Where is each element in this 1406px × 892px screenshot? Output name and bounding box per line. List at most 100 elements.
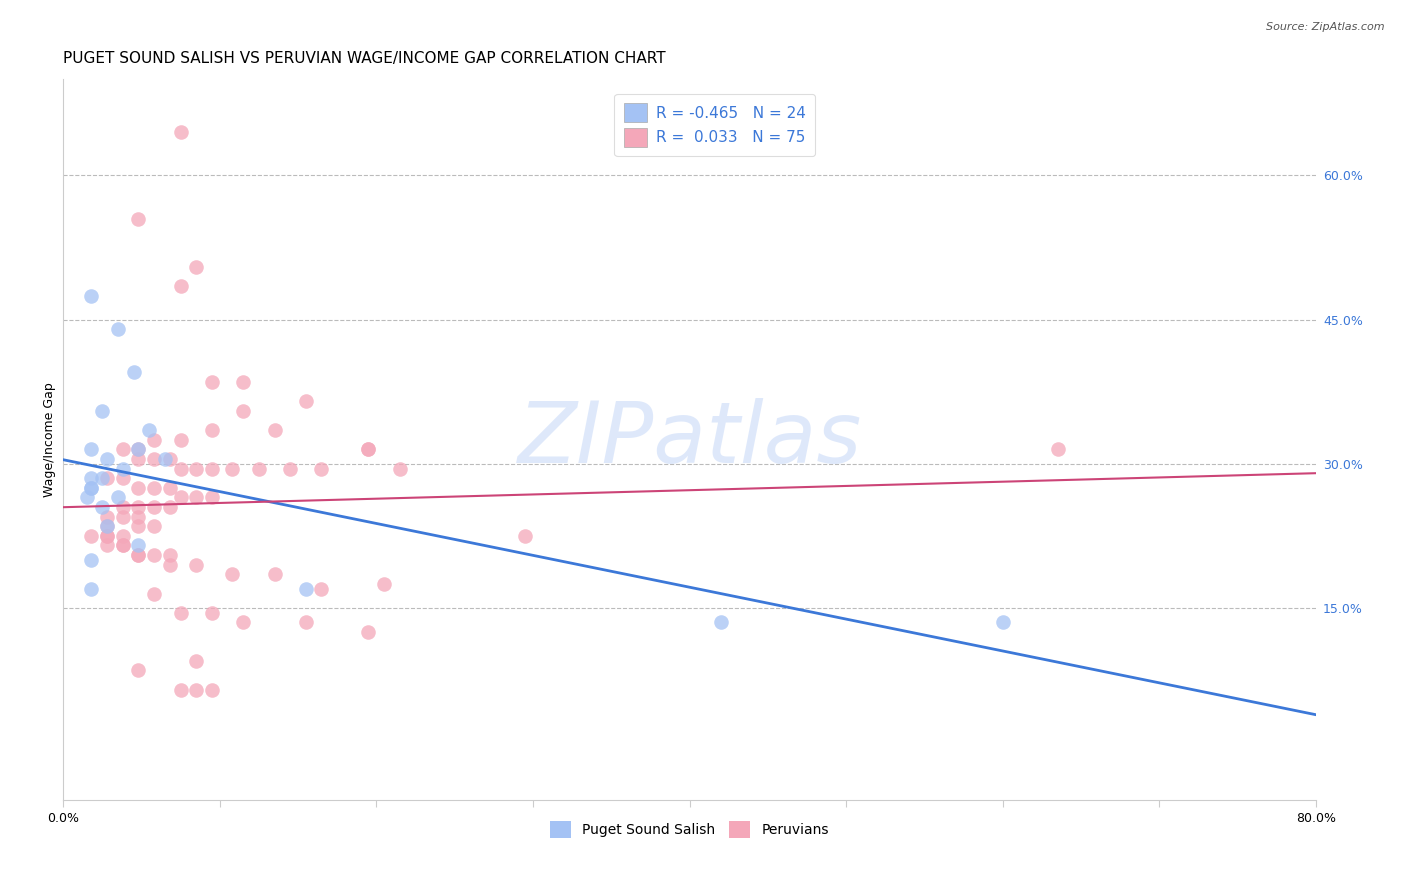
Point bbox=[111, 500, 134, 514]
Point bbox=[221, 461, 243, 475]
Point bbox=[107, 322, 129, 336]
Point bbox=[201, 423, 224, 437]
Point bbox=[169, 279, 191, 293]
Point bbox=[80, 481, 103, 495]
Point bbox=[76, 491, 98, 505]
Point bbox=[127, 548, 149, 562]
Point bbox=[127, 509, 149, 524]
Point bbox=[388, 461, 411, 475]
Point bbox=[80, 582, 103, 596]
Point bbox=[96, 539, 118, 553]
Point bbox=[142, 452, 165, 467]
Point bbox=[513, 529, 536, 543]
Point bbox=[263, 567, 285, 582]
Point bbox=[96, 471, 118, 485]
Point bbox=[127, 500, 149, 514]
Point bbox=[127, 539, 149, 553]
Point bbox=[127, 442, 149, 457]
Point bbox=[111, 471, 134, 485]
Point bbox=[169, 491, 191, 505]
Point bbox=[111, 539, 134, 553]
Point bbox=[232, 375, 254, 389]
Point bbox=[122, 366, 145, 380]
Point bbox=[111, 461, 134, 475]
Point bbox=[1046, 442, 1069, 457]
Point bbox=[159, 548, 181, 562]
Point bbox=[186, 491, 208, 505]
Point bbox=[201, 375, 224, 389]
Point bbox=[91, 500, 114, 514]
Legend: Puget Sound Salish, Peruvians: Puget Sound Salish, Peruvians bbox=[544, 815, 834, 844]
Point bbox=[127, 519, 149, 533]
Point bbox=[201, 682, 224, 697]
Point bbox=[159, 452, 181, 467]
Point bbox=[159, 500, 181, 514]
Point bbox=[278, 461, 301, 475]
Point bbox=[111, 539, 134, 553]
Point bbox=[247, 461, 270, 475]
Point bbox=[142, 500, 165, 514]
Point bbox=[169, 433, 191, 447]
Point bbox=[169, 606, 191, 620]
Point bbox=[295, 582, 318, 596]
Text: ZIPatlas: ZIPatlas bbox=[517, 398, 862, 482]
Point bbox=[80, 471, 103, 485]
Point bbox=[127, 442, 149, 457]
Point bbox=[159, 558, 181, 572]
Point bbox=[127, 548, 149, 562]
Point bbox=[127, 452, 149, 467]
Point bbox=[96, 452, 118, 467]
Point bbox=[91, 404, 114, 418]
Point bbox=[96, 519, 118, 533]
Point bbox=[311, 582, 333, 596]
Text: PUGET SOUND SALISH VS PERUVIAN WAGE/INCOME GAP CORRELATION CHART: PUGET SOUND SALISH VS PERUVIAN WAGE/INCO… bbox=[63, 51, 665, 66]
Point bbox=[80, 529, 103, 543]
Point bbox=[357, 625, 380, 640]
Point bbox=[186, 654, 208, 668]
Point bbox=[111, 509, 134, 524]
Point bbox=[201, 491, 224, 505]
Point bbox=[201, 461, 224, 475]
Point bbox=[127, 481, 149, 495]
Y-axis label: Wage/Income Gap: Wage/Income Gap bbox=[44, 383, 56, 497]
Point bbox=[357, 442, 380, 457]
Point bbox=[169, 461, 191, 475]
Point bbox=[80, 442, 103, 457]
Point bbox=[186, 682, 208, 697]
Point bbox=[295, 615, 318, 630]
Point bbox=[111, 529, 134, 543]
Point bbox=[96, 529, 118, 543]
Point bbox=[221, 567, 243, 582]
Point bbox=[159, 481, 181, 495]
Point bbox=[142, 548, 165, 562]
Point bbox=[96, 509, 118, 524]
Point bbox=[142, 586, 165, 600]
Point bbox=[373, 577, 395, 591]
Point bbox=[127, 211, 149, 226]
Point bbox=[142, 433, 165, 447]
Point bbox=[169, 125, 191, 139]
Point bbox=[96, 519, 118, 533]
Point bbox=[186, 558, 208, 572]
Point bbox=[169, 682, 191, 697]
Point bbox=[311, 461, 333, 475]
Point bbox=[142, 481, 165, 495]
Point bbox=[186, 260, 208, 274]
Point bbox=[142, 519, 165, 533]
Point bbox=[96, 529, 118, 543]
Point bbox=[153, 452, 176, 467]
Point bbox=[80, 553, 103, 567]
Point bbox=[232, 404, 254, 418]
Text: Source: ZipAtlas.com: Source: ZipAtlas.com bbox=[1267, 22, 1385, 32]
Point bbox=[111, 442, 134, 457]
Point bbox=[80, 481, 103, 495]
Point bbox=[710, 615, 733, 630]
Point bbox=[263, 423, 285, 437]
Point bbox=[107, 491, 129, 505]
Point bbox=[201, 606, 224, 620]
Point bbox=[232, 615, 254, 630]
Point bbox=[138, 423, 160, 437]
Point bbox=[186, 461, 208, 475]
Point bbox=[127, 664, 149, 678]
Point bbox=[295, 394, 318, 409]
